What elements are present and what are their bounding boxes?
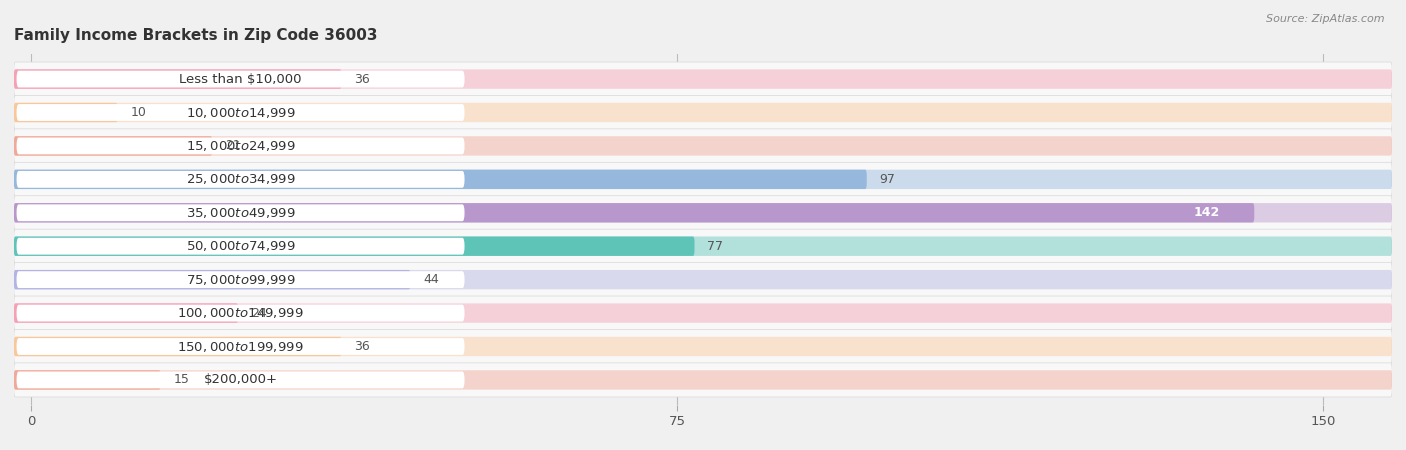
Text: $35,000 to $49,999: $35,000 to $49,999 (186, 206, 295, 220)
FancyBboxPatch shape (17, 71, 464, 87)
FancyBboxPatch shape (17, 104, 464, 121)
FancyBboxPatch shape (17, 338, 464, 355)
FancyBboxPatch shape (14, 229, 1392, 263)
FancyBboxPatch shape (14, 136, 1392, 156)
Text: $150,000 to $199,999: $150,000 to $199,999 (177, 339, 304, 354)
FancyBboxPatch shape (17, 305, 464, 321)
FancyBboxPatch shape (14, 296, 1392, 330)
Text: Source: ZipAtlas.com: Source: ZipAtlas.com (1267, 14, 1385, 23)
FancyBboxPatch shape (14, 95, 1392, 130)
FancyBboxPatch shape (17, 271, 464, 288)
FancyBboxPatch shape (17, 372, 464, 388)
FancyBboxPatch shape (14, 62, 1392, 96)
Text: 24: 24 (250, 306, 267, 320)
FancyBboxPatch shape (17, 171, 464, 188)
FancyBboxPatch shape (14, 103, 1392, 122)
FancyBboxPatch shape (14, 237, 695, 256)
FancyBboxPatch shape (14, 203, 1392, 222)
FancyBboxPatch shape (14, 136, 212, 156)
Text: 36: 36 (354, 72, 370, 86)
FancyBboxPatch shape (14, 103, 118, 122)
Text: 36: 36 (354, 340, 370, 353)
Text: Family Income Brackets in Zip Code 36003: Family Income Brackets in Zip Code 36003 (14, 28, 378, 43)
FancyBboxPatch shape (14, 170, 866, 189)
Text: Less than $10,000: Less than $10,000 (180, 72, 302, 86)
FancyBboxPatch shape (14, 237, 1392, 256)
FancyBboxPatch shape (14, 370, 160, 390)
Text: 77: 77 (707, 240, 723, 253)
Text: $15,000 to $24,999: $15,000 to $24,999 (186, 139, 295, 153)
FancyBboxPatch shape (14, 129, 1392, 163)
Text: $50,000 to $74,999: $50,000 to $74,999 (186, 239, 295, 253)
Text: $200,000+: $200,000+ (204, 374, 277, 387)
FancyBboxPatch shape (17, 238, 464, 255)
FancyBboxPatch shape (14, 69, 1392, 89)
FancyBboxPatch shape (14, 363, 1392, 397)
Text: 142: 142 (1194, 206, 1220, 219)
FancyBboxPatch shape (14, 170, 1392, 189)
FancyBboxPatch shape (14, 337, 342, 356)
Text: 97: 97 (880, 173, 896, 186)
Text: $75,000 to $99,999: $75,000 to $99,999 (186, 273, 295, 287)
FancyBboxPatch shape (14, 337, 1392, 356)
FancyBboxPatch shape (14, 329, 1392, 364)
FancyBboxPatch shape (14, 270, 411, 289)
FancyBboxPatch shape (14, 162, 1392, 196)
Text: $100,000 to $149,999: $100,000 to $149,999 (177, 306, 304, 320)
FancyBboxPatch shape (14, 203, 1254, 222)
Text: 15: 15 (173, 374, 190, 387)
FancyBboxPatch shape (17, 138, 464, 154)
Text: 44: 44 (423, 273, 439, 286)
Text: $25,000 to $34,999: $25,000 to $34,999 (186, 172, 295, 186)
FancyBboxPatch shape (14, 303, 238, 323)
FancyBboxPatch shape (17, 204, 464, 221)
FancyBboxPatch shape (14, 303, 1392, 323)
FancyBboxPatch shape (14, 196, 1392, 230)
Text: 21: 21 (225, 140, 240, 153)
Text: 10: 10 (131, 106, 146, 119)
FancyBboxPatch shape (14, 263, 1392, 297)
FancyBboxPatch shape (14, 270, 1392, 289)
FancyBboxPatch shape (14, 370, 1392, 390)
FancyBboxPatch shape (14, 69, 342, 89)
Text: $10,000 to $14,999: $10,000 to $14,999 (186, 105, 295, 120)
